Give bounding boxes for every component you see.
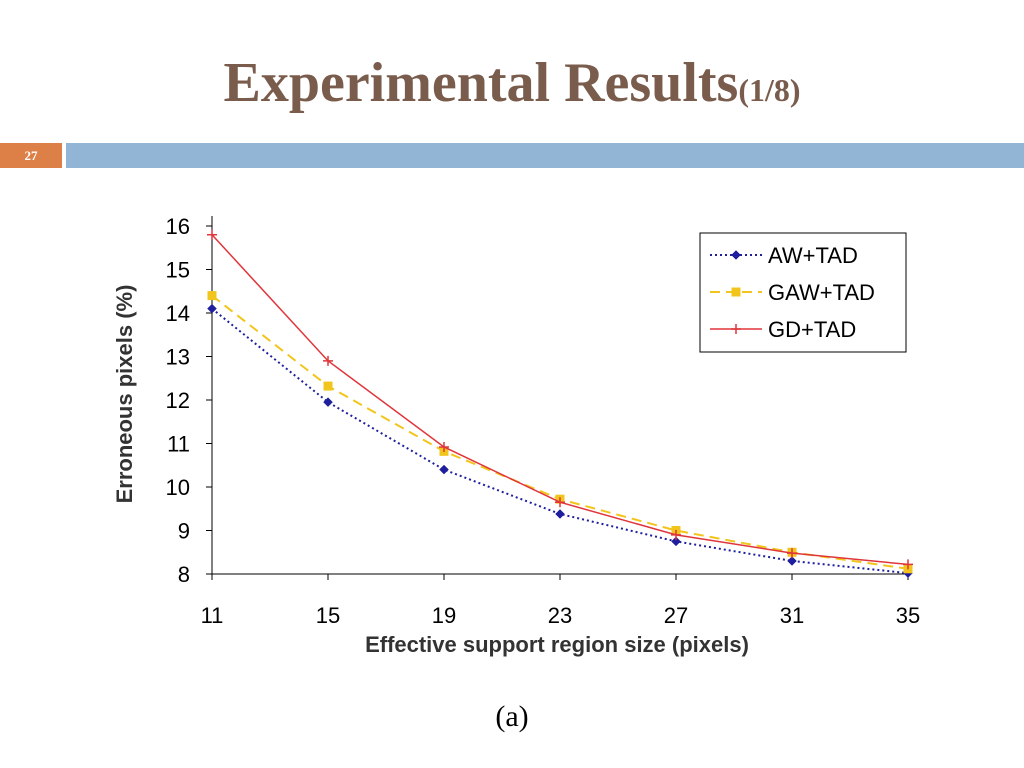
y-tick-label: 15 bbox=[166, 258, 190, 283]
data-point bbox=[439, 464, 449, 475]
data-point bbox=[787, 548, 797, 559]
data-point bbox=[555, 497, 565, 508]
data-point bbox=[323, 397, 333, 408]
data-point bbox=[439, 441, 449, 452]
header-bar bbox=[66, 143, 1024, 168]
y-axis-title: Erroneous pixels (%) bbox=[112, 285, 137, 504]
slide-number: 27 bbox=[0, 143, 62, 168]
title-main: Experimental Results bbox=[223, 52, 739, 114]
x-tick-label: 27 bbox=[664, 603, 688, 628]
line-chart: 8 9 10 11 12 13 14 15 16 11 15 19 23 27 31 35 Effective … bbox=[112, 214, 920, 657]
data-point bbox=[671, 536, 681, 547]
y-tick-label: 13 bbox=[166, 345, 190, 370]
x-axis-title: Effective support region size (pixels) bbox=[365, 632, 749, 657]
y-tick-label: 14 bbox=[166, 301, 190, 326]
y-tick-label: 8 bbox=[178, 562, 190, 587]
data-point bbox=[671, 529, 681, 540]
x-tick-label: 15 bbox=[316, 603, 340, 628]
x-tick-label: 23 bbox=[548, 603, 572, 628]
x-tick-label: 19 bbox=[432, 603, 456, 628]
data-point bbox=[555, 509, 565, 519]
x-tick-label: 35 bbox=[896, 603, 920, 628]
y-tick-label: 12 bbox=[166, 388, 190, 413]
figure-caption: (a) bbox=[495, 700, 529, 733]
title-suffix: (1/8) bbox=[738, 72, 801, 108]
data-point bbox=[323, 381, 333, 391]
slide-title: Experimental Results(1/8) bbox=[0, 48, 1024, 125]
data-point bbox=[207, 291, 217, 301]
data-point bbox=[323, 355, 333, 366]
y-tick-label: 16 bbox=[166, 214, 190, 239]
y-tick-label: 10 bbox=[166, 475, 190, 500]
legend-marker bbox=[731, 250, 741, 260]
y-tick-label: 9 bbox=[178, 519, 190, 544]
y-tick-label: 11 bbox=[167, 432, 190, 457]
data-point bbox=[903, 559, 913, 570]
data-point bbox=[207, 303, 217, 314]
x-tick-label: 11 bbox=[201, 603, 224, 628]
legend-label: GD+TAD bbox=[768, 317, 856, 342]
x-tick-label: 31 bbox=[780, 603, 804, 628]
legend-marker bbox=[731, 324, 741, 334]
legend-label: AW+TAD bbox=[768, 243, 858, 268]
data-point bbox=[207, 229, 217, 240]
data-point bbox=[787, 556, 797, 566]
legend-marker bbox=[731, 287, 741, 297]
legend-label: GAW+TAD bbox=[768, 280, 875, 305]
